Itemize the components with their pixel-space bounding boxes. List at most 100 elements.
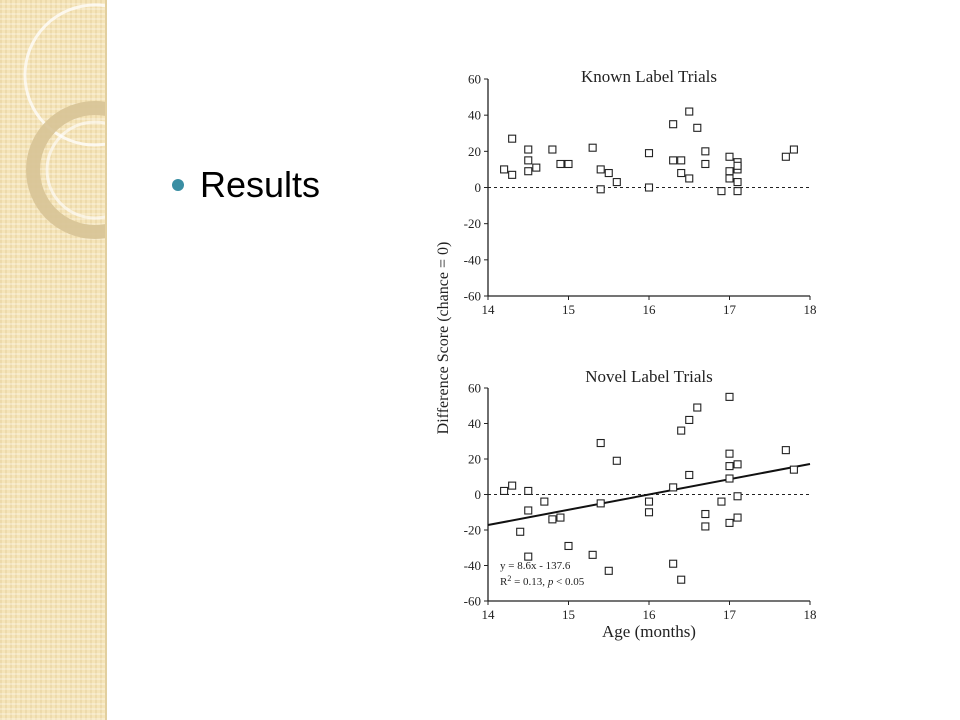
data-point <box>733 513 742 522</box>
data-point <box>596 165 605 174</box>
data-point <box>588 550 597 559</box>
regression-stats-part: R <box>500 576 508 588</box>
data-point <box>524 506 533 515</box>
data-point <box>685 107 694 116</box>
chart-title: Novel Label Trials <box>585 367 713 386</box>
x-axis-label: Age (months) <box>602 622 696 641</box>
data-point <box>548 515 557 524</box>
data-point <box>508 134 517 143</box>
regression-stats: R2 = 0.13, p < 0.05 <box>500 574 585 589</box>
data-point <box>516 527 525 536</box>
data-point <box>789 145 798 154</box>
decorative-sidebar <box>0 0 107 720</box>
data-point <box>564 159 573 169</box>
bullet-text: Results <box>200 164 321 205</box>
data-point <box>508 170 517 179</box>
data-point <box>564 541 573 551</box>
y-tick-label: -40 <box>464 558 481 573</box>
data-point <box>685 415 694 425</box>
data-point <box>500 486 509 496</box>
y-tick-label: -60 <box>464 594 481 609</box>
y-axis-label: Difference Score (chance = 0) <box>435 242 452 435</box>
data-point <box>677 156 686 165</box>
data-point <box>725 449 734 458</box>
x-tick-label: 14 <box>482 607 496 622</box>
data-point <box>508 481 517 490</box>
y-tick-label: 0 <box>475 487 482 502</box>
data-point <box>725 152 734 161</box>
y-tick-label: 60 <box>468 72 481 87</box>
x-tick-label: 17 <box>723 302 737 317</box>
data-point <box>733 161 742 170</box>
data-point <box>693 123 702 132</box>
data-point <box>644 508 654 517</box>
data-point <box>548 145 557 154</box>
data-point <box>669 120 678 129</box>
data-point <box>540 497 549 506</box>
x-tick-label: 18 <box>804 302 817 317</box>
data-point <box>701 522 710 531</box>
data-point <box>725 474 734 483</box>
data-point <box>725 167 734 176</box>
regression-stats-part: p <box>547 576 554 588</box>
x-tick-label: 16 <box>643 302 657 317</box>
data-point <box>588 143 597 152</box>
data-point <box>725 174 734 183</box>
data-point <box>733 492 742 501</box>
data-point <box>701 509 710 519</box>
data-point <box>685 174 694 183</box>
data-point <box>500 165 509 174</box>
data-point <box>789 465 798 474</box>
data-point <box>685 470 694 480</box>
x-tick-label: 15 <box>562 607 575 622</box>
y-tick-label: 40 <box>468 108 481 123</box>
data-point <box>644 183 654 192</box>
data-point <box>733 178 742 187</box>
regression-equation: y = 8.6x - 137.6 <box>500 560 571 572</box>
data-point <box>725 462 734 471</box>
data-point <box>556 159 565 169</box>
results-bullet: Results <box>172 163 320 207</box>
data-point <box>524 552 533 561</box>
y-tick-label: 20 <box>468 144 481 159</box>
data-point <box>532 163 541 172</box>
data-point <box>677 426 686 435</box>
x-tick-label: 16 <box>643 607 657 622</box>
y-tick-label: -40 <box>464 252 481 267</box>
data-point <box>693 403 702 412</box>
data-point <box>781 152 790 161</box>
regression-stats-part: 2 <box>507 574 511 583</box>
data-point <box>669 156 678 165</box>
x-tick-label: 14 <box>482 302 496 317</box>
data-point <box>677 575 686 584</box>
data-point <box>524 167 533 176</box>
regression-stats-part: < 0.05 <box>553 576 584 588</box>
data-point <box>733 460 742 469</box>
data-point <box>725 518 734 527</box>
data-point <box>604 168 613 178</box>
data-point <box>604 566 613 575</box>
data-point <box>524 145 533 154</box>
data-point <box>612 456 621 465</box>
data-point <box>556 513 565 522</box>
y-tick-label: -60 <box>464 289 481 304</box>
data-point <box>644 149 654 158</box>
data-point <box>596 499 605 508</box>
data-point <box>717 497 726 506</box>
x-tick-label: 18 <box>804 607 817 622</box>
data-point <box>717 187 726 196</box>
decorative-circle-thick <box>26 101 105 239</box>
bullet-dot-icon <box>172 179 184 191</box>
data-point <box>669 559 678 568</box>
decorative-circle-inner <box>45 120 105 220</box>
regression-stats-part: = 0.13, <box>511 576 547 588</box>
data-point <box>524 486 533 496</box>
regression-line <box>487 462 811 527</box>
data-point <box>725 392 734 401</box>
data-point <box>701 147 710 156</box>
y-tick-label: -20 <box>464 216 481 231</box>
decorative-circles <box>23 3 105 239</box>
decorative-circle-large <box>23 3 105 147</box>
